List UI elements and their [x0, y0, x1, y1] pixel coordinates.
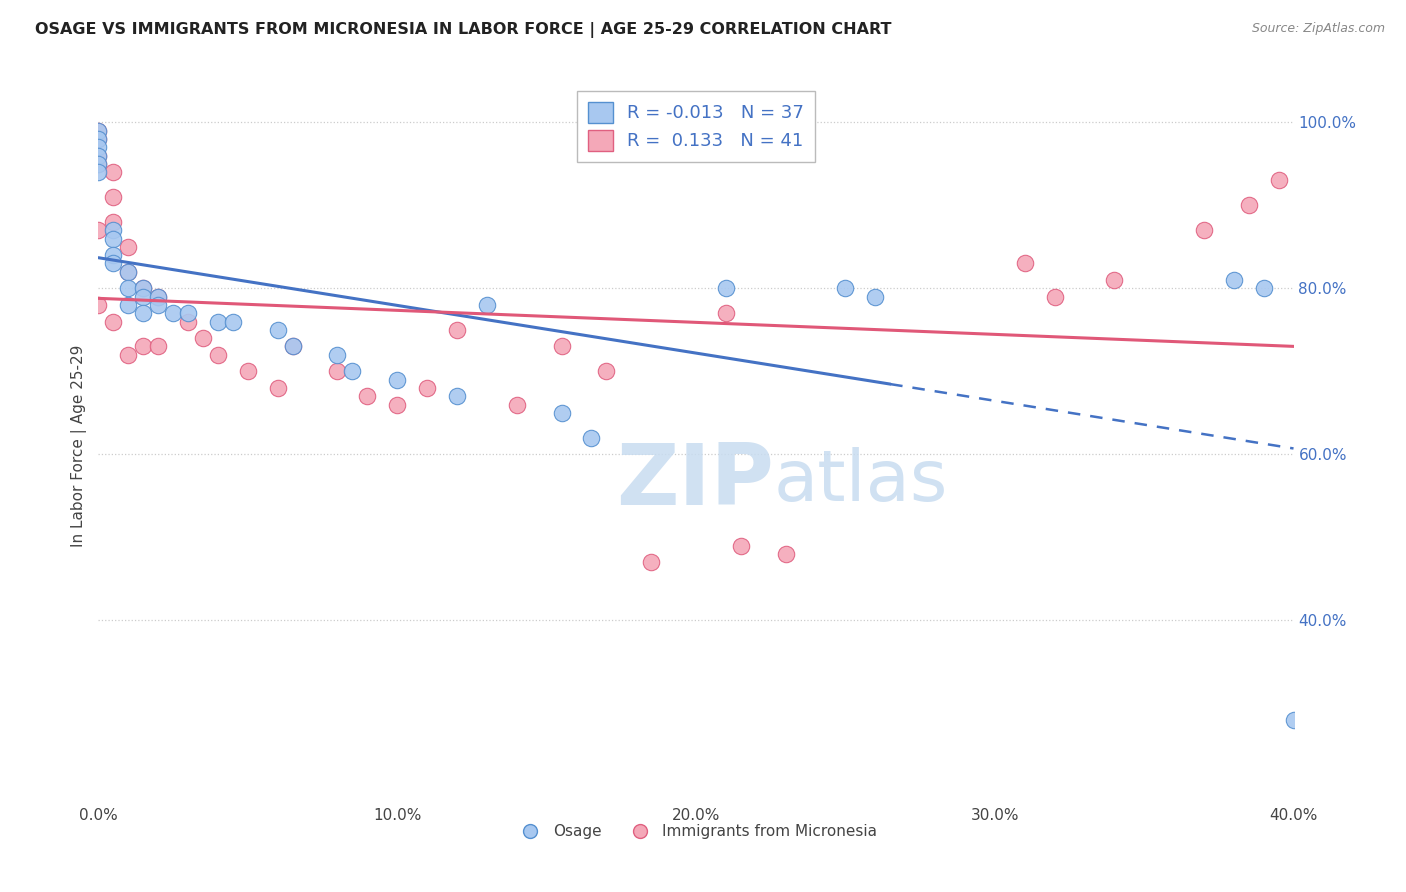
- Point: [117, 298, 139, 312]
- Point: [267, 323, 290, 337]
- Point: [177, 306, 200, 320]
- Point: [1043, 290, 1066, 304]
- Point: [87, 148, 110, 162]
- Point: [640, 555, 662, 569]
- Text: Source: ZipAtlas.com: Source: ZipAtlas.com: [1251, 22, 1385, 36]
- Point: [1253, 281, 1275, 295]
- Point: [148, 290, 170, 304]
- Text: ZIP: ZIP: [616, 440, 773, 524]
- Point: [775, 547, 797, 561]
- Point: [714, 281, 737, 295]
- Point: [148, 290, 170, 304]
- Point: [177, 314, 200, 328]
- Point: [87, 148, 110, 162]
- Point: [326, 364, 349, 378]
- Point: [714, 306, 737, 320]
- Point: [132, 281, 155, 295]
- Point: [87, 157, 110, 171]
- Point: [103, 223, 125, 237]
- Point: [103, 248, 125, 262]
- Point: [207, 348, 229, 362]
- Point: [581, 431, 603, 445]
- Point: [1223, 273, 1246, 287]
- Point: [1192, 223, 1215, 237]
- Point: [148, 298, 170, 312]
- Point: [103, 231, 125, 245]
- Point: [87, 124, 110, 138]
- Point: [595, 364, 617, 378]
- Point: [730, 539, 752, 553]
- Point: [446, 323, 468, 337]
- Point: [834, 281, 856, 295]
- Point: [191, 331, 214, 345]
- Point: [87, 165, 110, 179]
- Point: [865, 290, 887, 304]
- Point: [87, 140, 110, 154]
- Legend: Osage, Immigrants from Micronesia: Osage, Immigrants from Micronesia: [509, 818, 883, 845]
- Point: [446, 389, 468, 403]
- Point: [132, 281, 155, 295]
- Point: [103, 256, 125, 270]
- Point: [326, 348, 349, 362]
- Text: OSAGE VS IMMIGRANTS FROM MICRONESIA IN LABOR FORCE | AGE 25-29 CORRELATION CHART: OSAGE VS IMMIGRANTS FROM MICRONESIA IN L…: [35, 22, 891, 38]
- Point: [385, 397, 409, 411]
- Point: [103, 190, 125, 204]
- Point: [87, 298, 110, 312]
- Point: [132, 290, 155, 304]
- Point: [87, 132, 110, 146]
- Point: [1282, 713, 1305, 727]
- Point: [506, 397, 529, 411]
- Point: [1237, 198, 1260, 212]
- Text: atlas: atlas: [773, 447, 948, 516]
- Point: [207, 314, 229, 328]
- Y-axis label: In Labor Force | Age 25-29: In Labor Force | Age 25-29: [72, 345, 87, 547]
- Point: [117, 240, 139, 254]
- Point: [1267, 173, 1289, 187]
- Point: [1014, 256, 1036, 270]
- Point: [550, 339, 572, 353]
- Point: [117, 281, 139, 295]
- Point: [550, 406, 572, 420]
- Point: [1104, 273, 1126, 287]
- Point: [385, 373, 409, 387]
- Point: [416, 381, 439, 395]
- Point: [117, 265, 139, 279]
- Point: [356, 389, 378, 403]
- Point: [342, 364, 364, 378]
- Point: [87, 223, 110, 237]
- Point: [103, 215, 125, 229]
- Point: [87, 157, 110, 171]
- Point: [103, 165, 125, 179]
- Point: [132, 306, 155, 320]
- Point: [87, 132, 110, 146]
- Point: [103, 314, 125, 328]
- Point: [475, 298, 498, 312]
- Point: [222, 314, 245, 328]
- Point: [281, 339, 304, 353]
- Point: [281, 339, 304, 353]
- Point: [87, 124, 110, 138]
- Point: [117, 348, 139, 362]
- Point: [267, 381, 290, 395]
- Point: [148, 339, 170, 353]
- Point: [117, 265, 139, 279]
- Point: [236, 364, 259, 378]
- Point: [162, 306, 184, 320]
- Point: [132, 339, 155, 353]
